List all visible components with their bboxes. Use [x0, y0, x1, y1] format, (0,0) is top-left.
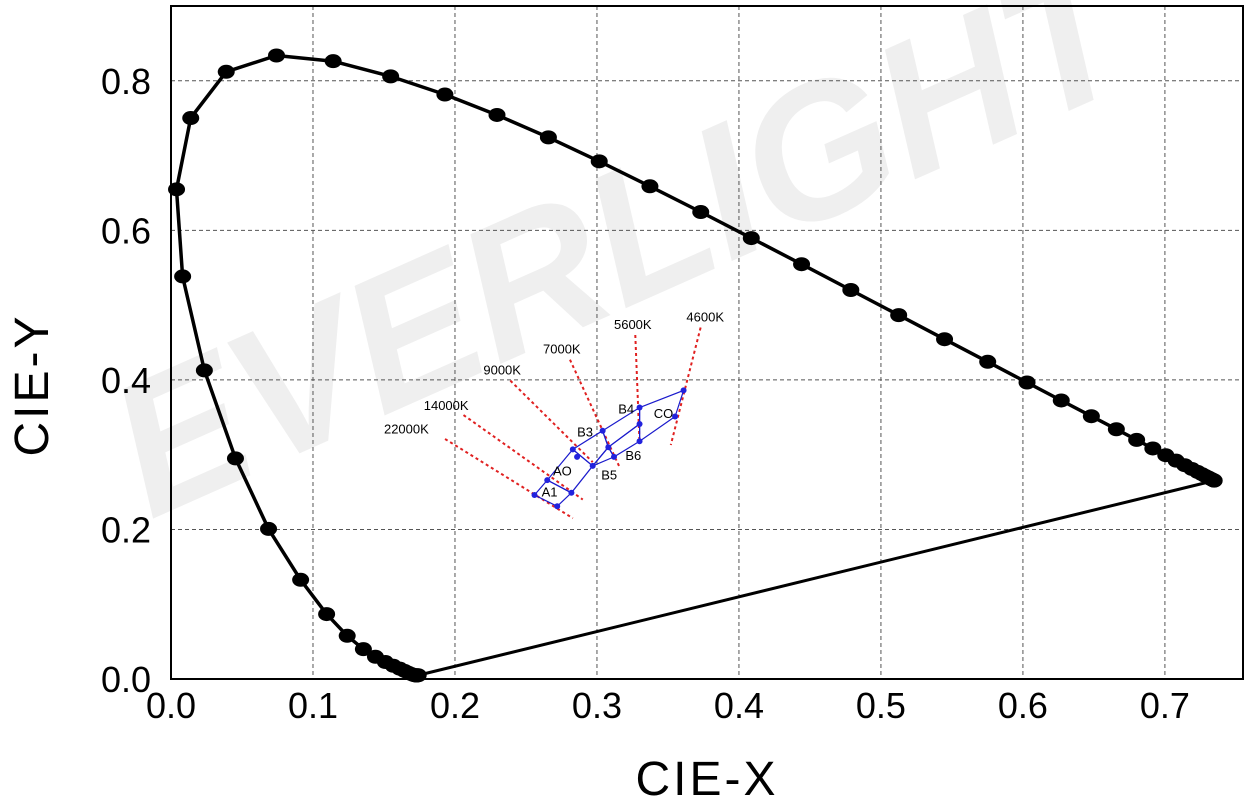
locus-point [217, 64, 235, 79]
bin-label: B3 [577, 425, 593, 440]
locus-point [338, 628, 356, 643]
cct-label: 22000K [384, 422, 429, 437]
locus-point [1205, 473, 1223, 488]
bin-corner-point [589, 462, 596, 469]
locus-point [1082, 409, 1100, 424]
locus-point [182, 111, 200, 126]
bin-label: B5 [601, 467, 617, 482]
bin-corner-point [636, 404, 643, 411]
locus-point [174, 269, 192, 284]
bin-corner-point [636, 438, 643, 445]
locus-point [366, 649, 384, 664]
locus-point [382, 69, 400, 84]
locus-point [742, 231, 760, 246]
locus-point [890, 308, 908, 323]
cct-label: 14000K [424, 398, 469, 413]
spectral-locus [168, 48, 1223, 683]
bin-corner-point [574, 453, 581, 460]
bin-corner-point [569, 446, 576, 453]
locus-point [641, 179, 659, 194]
cct-label: 4600K [686, 310, 724, 325]
locus-point [842, 283, 860, 298]
bin-regions: A1 AO B5 B6 B3 B4 CO [531, 387, 687, 510]
x-tick-label: 0.6 [998, 685, 1048, 726]
grid-lines [171, 6, 1243, 679]
cct-line [569, 359, 621, 468]
bin-corner-point [544, 477, 551, 484]
x-tick-label: 0.4 [714, 685, 764, 726]
cct-line [444, 438, 574, 520]
locus-point [979, 354, 997, 369]
y-tick-label: 0.8 [101, 61, 151, 102]
x-tick-label: 0.7 [1140, 685, 1190, 726]
x-tick-label: 0.0 [146, 685, 196, 726]
cct-label: 5600K [614, 317, 652, 332]
locus-point [354, 642, 372, 657]
bin-corner-point [531, 492, 538, 499]
x-tick-label: 0.3 [572, 685, 622, 726]
locus-point [324, 54, 342, 69]
locus-point [195, 363, 213, 378]
y-tick-label: 0.4 [101, 360, 151, 401]
locus-point [1107, 422, 1125, 437]
bin-label: AO [553, 464, 572, 479]
y-axis-title: CIE-Y [6, 313, 59, 456]
x-tick-label: 0.1 [288, 685, 338, 726]
locus-point [1144, 441, 1162, 456]
bin-corner-point [599, 427, 606, 434]
locus-point [1018, 375, 1036, 390]
cct-lines: 22000K 14000K 9000K 7000K 5600K 4600K [384, 310, 724, 520]
bin-corner-point [554, 503, 561, 510]
locus-point [590, 154, 608, 169]
x-axis-title: CIE-X [635, 753, 778, 806]
x-tick-label: 0.5 [856, 685, 906, 726]
cct-line [462, 414, 584, 501]
locus-point [936, 332, 954, 347]
plot-frame [170, 5, 1244, 680]
locus-point [168, 182, 186, 197]
locus-point [260, 521, 278, 536]
bin-corner-point [605, 444, 612, 451]
y-tick-label: 0.2 [101, 509, 151, 550]
bin-label: CO [654, 406, 674, 421]
bin-corner-point [636, 421, 643, 428]
locus-point [793, 257, 811, 272]
bin-corner-point [610, 453, 617, 460]
cct-line [509, 379, 594, 463]
locus-point [318, 607, 336, 622]
locus-point [292, 572, 310, 587]
locus-point [539, 130, 557, 145]
locus-point [692, 205, 710, 220]
locus-point [1128, 432, 1146, 447]
locus-point [267, 48, 285, 63]
bin-corner-point [672, 413, 679, 420]
locus-point [436, 87, 454, 102]
purple-line [417, 479, 1215, 677]
bin-region [592, 446, 615, 467]
cct-line [669, 327, 702, 446]
bin-corner-point [680, 387, 687, 394]
y-tick-label: 0.0 [101, 659, 151, 700]
y-tick-label: 0.6 [101, 210, 151, 251]
x-tick-label: 0.2 [430, 685, 480, 726]
bin-label: B4 [618, 402, 634, 417]
cct-label: 9000K [483, 363, 521, 378]
locus-point [1052, 393, 1070, 408]
bin-label: A1 [542, 485, 558, 500]
locus-point [226, 451, 244, 466]
bin-corner-point [568, 489, 575, 496]
bin-label: B6 [625, 448, 641, 463]
tick-labels: 0.0 0.1 0.2 0.3 0.4 0.5 0.6 0.7 0.0 0.2 0.4 0.6 0.8 [101, 61, 1190, 726]
cct-label: 7000K [543, 342, 581, 357]
locus-point [488, 107, 506, 122]
